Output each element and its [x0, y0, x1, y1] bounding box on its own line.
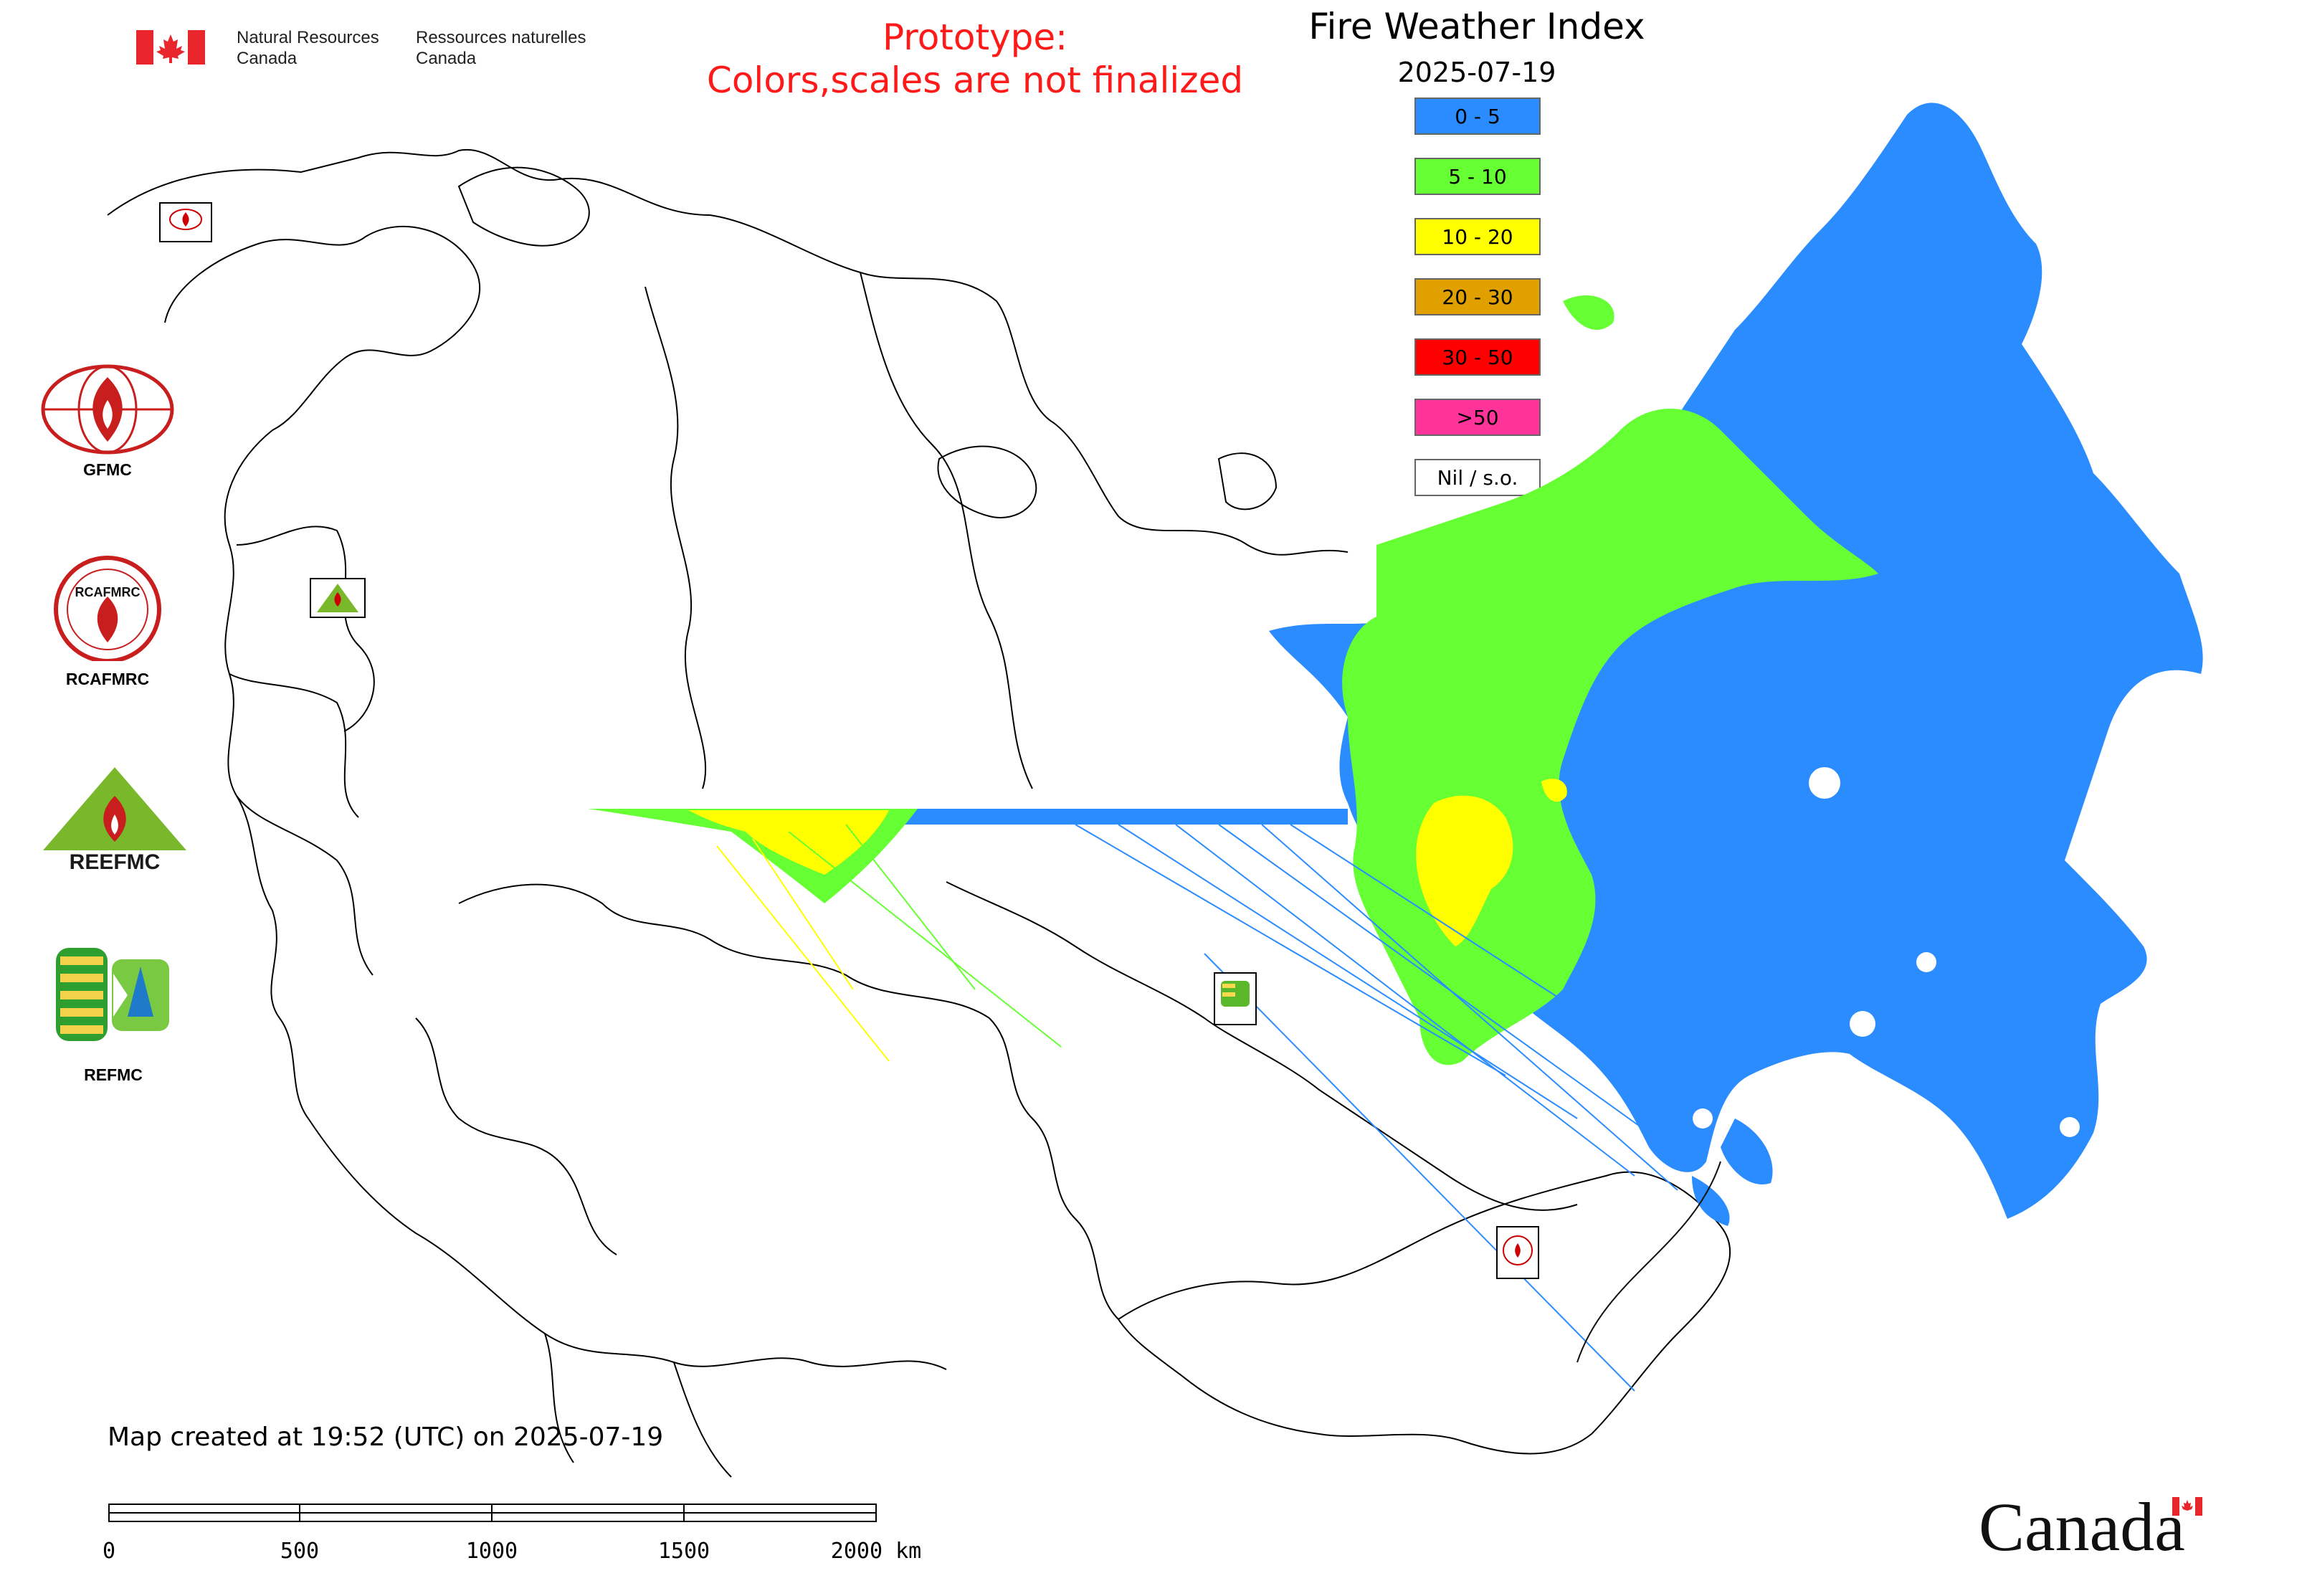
rcafmrc-logo: RCAFMRC RCAFMRC — [36, 554, 179, 690]
fwi-streaks-yellow — [716, 838, 890, 1062]
baltic-border — [236, 526, 375, 732]
reefmc-badge-icon — [317, 584, 358, 612]
yamal-line — [860, 272, 1033, 789]
siberia-south-line — [946, 881, 1578, 1211]
scale-label-0: 0 — [102, 1539, 116, 1564]
map-date: 2025-07-19 — [1397, 57, 1556, 88]
refmc-badge-icon — [1221, 981, 1250, 1007]
turkmen-border — [544, 1333, 574, 1463]
gfmc-badge-icon — [169, 209, 202, 230]
china-russia-border — [1576, 1161, 1721, 1363]
fwi-yellow-patch — [1416, 795, 1513, 946]
refmc-emblem-icon — [56, 948, 169, 1041]
rcafmrc-map-badge — [1496, 1226, 1539, 1279]
reefmc-map-badge — [310, 578, 366, 618]
caspian-east — [415, 1017, 617, 1255]
arctic-islands — [457, 166, 1278, 518]
legend: 0 - 5 5 - 10 10 - 20 20 - 30 30 - 50 >50… — [1414, 98, 1544, 519]
legend-item-nil: Nil / s.o. — [1414, 459, 1541, 496]
fwi-yellow-spot — [1541, 779, 1567, 802]
scale-label-2000: 2000 km — [830, 1539, 922, 1564]
scale-label-500: 500 — [280, 1539, 320, 1564]
legend-item-20-30: 20 - 30 — [1414, 278, 1541, 315]
svg-text:REEFMC: REEFMC — [70, 850, 161, 872]
reefmc-emblem-icon: REEFMC — [43, 767, 186, 874]
reefmc-logo: REEFMC — [36, 764, 194, 874]
refmc-logo: REFMC — [53, 945, 196, 1088]
fwi-nil-spots — [1693, 767, 2080, 1137]
legend-item-0-5: 0 - 5 — [1414, 98, 1541, 135]
map-created-note: Map created at 19:52 (UTC) on 2025-07-19 — [108, 1422, 664, 1452]
refmc-label: REFMC — [84, 1065, 143, 1084]
rcafmrc-label: RCAFMRC — [65, 670, 150, 688]
ural-line — [645, 286, 707, 789]
canada-flag-icon — [136, 30, 205, 65]
belarus-border — [229, 673, 359, 818]
kazakhstan-north — [458, 883, 990, 1019]
agency-name-en: Natural Resources Canada — [237, 28, 379, 68]
map-title: Fire Weather Index — [1308, 6, 1645, 47]
severnaya-island — [1217, 452, 1278, 510]
scale-label-1000: 1000 — [465, 1539, 518, 1564]
legend-item-over-50: >50 — [1414, 399, 1541, 436]
fwi-streaks — [1075, 824, 1678, 1392]
legend-item-5-10: 5 - 10 — [1414, 158, 1541, 195]
legend-item-10-20: 10 - 20 — [1414, 218, 1541, 255]
ukraine-border — [236, 795, 374, 976]
gfmc-map-badge — [159, 202, 212, 242]
novaya-zemlya-1 — [457, 166, 590, 247]
central-asia-south — [308, 1118, 947, 1370]
agency-name-fr: Ressources naturelles Canada — [416, 28, 586, 68]
refmc-map-badge — [1214, 972, 1257, 1025]
kazakhstan-east — [989, 1017, 1119, 1320]
svg-text:RCAFMRC: RCAFMRC — [75, 585, 141, 599]
rcafmrc-badge-icon — [1503, 1235, 1533, 1265]
gfmc-emblem-icon — [41, 364, 174, 455]
fwi-streaks-green — [788, 824, 1062, 1048]
country-boundaries — [107, 148, 1731, 1478]
scale-bar-graphic — [108, 1504, 877, 1522]
mongolia-outline — [1118, 1171, 1731, 1455]
canada-wordmark: Canada — [1979, 1491, 2222, 1563]
northern-coastline — [107, 148, 1349, 556]
prototype-notice: Prototype: Colors,scales are not finaliz… — [706, 16, 1244, 101]
uzbek-border — [673, 1362, 732, 1478]
legend-item-30-50: 30 - 50 — [1414, 338, 1541, 376]
western-border — [224, 429, 309, 1119]
fwi-blue-sakhalin — [1692, 1176, 1730, 1226]
scale-label-1500: 1500 — [657, 1539, 710, 1564]
fwi-blue-kamchatka — [1721, 1118, 1773, 1184]
nrcan-signature: Natural Resources Canada Ressources natu… — [136, 27, 609, 77]
fwi-yellow-band — [688, 810, 889, 875]
fwi-green-island — [1563, 295, 1614, 330]
taymyr-island — [937, 445, 1037, 518]
fwi-internal-borders — [1576, 1161, 1721, 1363]
scale-bar: 0 500 1000 1500 2000 km — [103, 1500, 921, 1572]
fwi-area-10-20 — [688, 779, 1567, 946]
wordmark-flag-icon — [2172, 1497, 2202, 1516]
rcafmrc-emblem-icon: RCAFMRC — [54, 556, 161, 663]
kola-outline — [164, 226, 481, 431]
gfmc-logo: GFMC — [36, 363, 179, 479]
gfmc-label: GFMC — [83, 460, 132, 479]
